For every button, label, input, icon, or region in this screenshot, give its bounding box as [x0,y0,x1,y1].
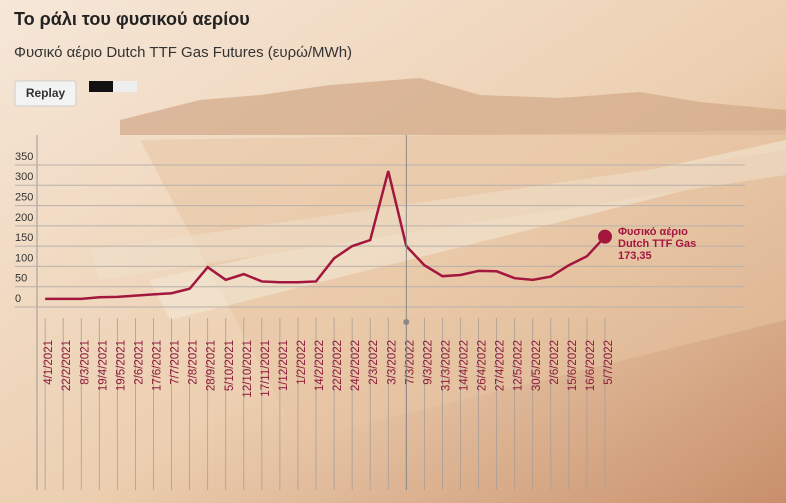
x-tick-label: 2/8/2021 [188,340,200,385]
x-tick-label: 27/4/2022 [495,340,507,391]
value-label: 173,35 [618,250,652,262]
x-tick-label: 1/12/2021 [278,340,290,391]
mountains [120,78,786,135]
x-tick-label: 2/6/2022 [549,340,561,385]
replay-button[interactable]: Replay [14,80,77,107]
end-marker [597,229,612,244]
x-tick-label: 22/2/2021 [61,340,73,391]
x-tick-label: 17/6/2021 [152,340,164,391]
x-tick-label: 2/6/2021 [133,340,145,385]
x-tick-label: 15/6/2022 [567,340,579,391]
y-tick-label: 50 [15,273,27,285]
x-tick-label: 9/3/2022 [422,340,434,385]
x-tick-label: 30/5/2022 [531,340,543,391]
x-tick-label: 31/3/2022 [440,340,452,391]
slider[interactable] [89,81,137,92]
y-tick-label: 200 [15,212,33,224]
y-tick-label: 250 [15,191,33,203]
y-tick-label: 100 [15,252,33,264]
series-label-line: Dutch TTF Gas [618,238,696,250]
y-tick-label: 0 [15,293,21,305]
pipeline-scene [140,130,786,440]
x-tick-label: 1/2/2022 [296,340,308,385]
x-tick-label: 4/1/2021 [43,340,55,385]
x-tick-label: 16/6/2022 [585,340,597,391]
x-tick-label: 7/7/2021 [170,340,182,385]
x-tick-label: 19/5/2021 [115,340,127,391]
x-tick-label: 2/3/2022 [368,340,380,385]
x-tick-label: 28/9/2021 [206,340,218,391]
series-label-line: Φυσικό αέριο [618,226,688,238]
y-tick-label: 300 [15,171,33,183]
x-tick-label: 14/2/2022 [314,340,326,391]
subtitle: Φυσικό αέριο Dutch TTF Gas Futures (ευρώ… [14,44,352,61]
x-tick-label: 24/2/2022 [350,340,362,391]
crosshair-dot [403,319,410,325]
title: Το ράλι του φυσικού αερίου [14,9,250,29]
y-tick-label: 150 [15,232,33,244]
x-tick-label: 3/3/2022 [386,340,398,385]
x-tick-label: 12/10/2021 [242,340,254,398]
x-tick-label: 22/2/2022 [332,340,344,391]
x-tick-label: 19/4/2021 [97,340,109,391]
x-tick-label: 8/3/2021 [79,340,91,385]
series-line [45,170,606,301]
y-tick-label: 350 [15,151,33,163]
replay-label[interactable]: Replay [26,86,66,100]
x-tick-label: 14/4/2022 [459,340,471,391]
x-tick-label: 7/3/2022 [404,340,416,385]
slider-thumb[interactable] [89,81,113,92]
x-tick-label: 17/11/2021 [260,340,272,397]
x-tick-label: 5/7/2022 [603,340,615,385]
series-label: Φυσικό αέριο Dutch TTF Gas [618,226,696,250]
x-tick-label: 26/4/2022 [477,340,489,391]
x-tick-label: 12/5/2022 [513,340,525,391]
replay-button-bg[interactable] [14,80,77,107]
x-tick-label: 5/10/2021 [224,340,236,391]
